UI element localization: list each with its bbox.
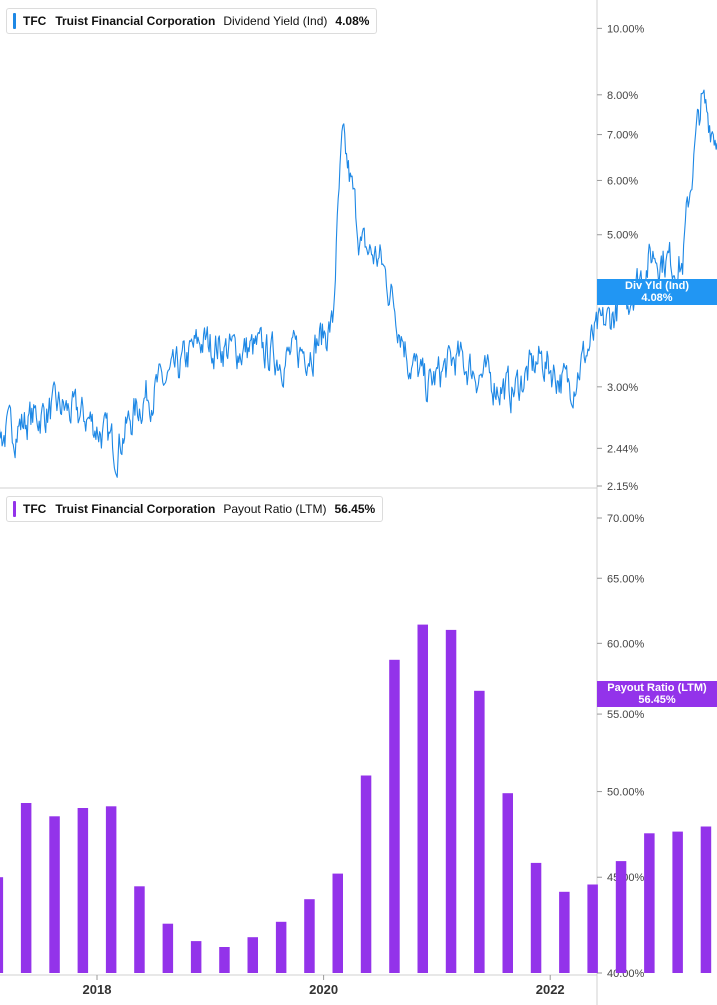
x-tick-label: 2018: [83, 982, 112, 997]
legend-metric: Dividend Yield (Ind): [223, 14, 328, 28]
y-tick-label: 50.00%: [607, 787, 645, 799]
y-tick-label: 55.00%: [607, 709, 645, 721]
bar-payout-ratio: [0, 877, 4, 973]
bottom-legend[interactable]: TFC Truist Financial Corporation Payout …: [6, 496, 384, 522]
legend-value: 56.45%: [334, 502, 376, 516]
legend-swatch-icon: [13, 501, 16, 517]
tag-label: Payout Ratio (LTM): [607, 682, 707, 694]
bar-payout-ratio: [559, 891, 570, 973]
bar-payout-ratio: [672, 831, 683, 973]
y-tick-label: 65.00%: [607, 573, 645, 585]
bar-payout-ratio: [389, 659, 400, 973]
bar-payout-ratio: [332, 873, 343, 973]
y-tick-label: 2.44%: [607, 443, 638, 455]
bar-payout-ratio: [474, 690, 485, 973]
y-tick-label: 10.00%: [607, 23, 645, 35]
y-tick-label: 6.00%: [607, 175, 638, 187]
legend-ticker: TFC: [23, 14, 47, 28]
current-value-tag-yield: Div Yld (Ind) 4.08%: [597, 279, 717, 305]
bar-payout-ratio: [417, 624, 428, 973]
bottom-panel-y-ticks: 70.00%65.00%60.00%55.00%50.00%45.00%40.0…: [597, 513, 645, 980]
bar-payout-ratio: [105, 806, 117, 973]
tag-value: 56.45%: [638, 694, 676, 706]
bar-payout-ratio: [615, 861, 627, 973]
series-line-dividend-yield: [0, 89, 717, 478]
current-value-tag-payout: Payout Ratio (LTM) 56.45%: [597, 681, 717, 707]
tag-value: 4.08%: [641, 292, 673, 304]
bar-payout-ratio: [587, 884, 598, 973]
y-tick-label: 2.15%: [607, 481, 638, 493]
legend-company: Truist Financial Corporation: [55, 502, 216, 516]
bar-payout-ratio: [162, 923, 174, 973]
y-tick-label: 3.00%: [607, 382, 638, 394]
bar-payout-ratio: [700, 826, 712, 973]
tag-label: Div Yld (Ind): [625, 280, 689, 292]
legend-swatch-icon: [13, 13, 16, 29]
top-panel-axis: [0, 0, 598, 1005]
y-tick-label: 7.00%: [607, 130, 638, 142]
legend-ticker: TFC: [23, 502, 47, 516]
bar-payout-ratio: [530, 862, 542, 973]
bar-payout-ratio: [644, 833, 655, 973]
bar-payout-ratio: [502, 793, 513, 973]
y-tick-label: 70.00%: [607, 513, 645, 525]
bar-payout-ratio: [49, 816, 60, 973]
x-tick-label: 2022: [536, 982, 565, 997]
y-tick-label: 5.00%: [607, 230, 638, 242]
top-panel-y-ticks: 10.00% 8.00% 7.00% 6.00% 5.00% 3.00% 2.44% 2.15…: [597, 23, 645, 493]
bar-payout-ratio: [360, 775, 372, 973]
bar-payout-ratio: [77, 808, 89, 973]
bar-payout-ratio: [445, 629, 457, 973]
x-axis: 20182020202220242026: [83, 975, 565, 997]
bottom-panel-plot: [0, 624, 712, 973]
bar-payout-ratio: [304, 899, 315, 973]
x-tick-label: 2020: [309, 982, 338, 997]
bar-payout-ratio: [247, 937, 258, 973]
bar-payout-ratio: [219, 947, 230, 973]
legend-value: 4.08%: [335, 14, 370, 28]
bar-payout-ratio: [20, 803, 32, 973]
top-panel-plot: [0, 89, 717, 478]
bar-payout-ratio: [275, 921, 287, 973]
top-legend[interactable]: TFC Truist Financial Corporation Dividen…: [6, 8, 378, 34]
y-tick-label: 8.00%: [607, 90, 638, 102]
legend-metric: Payout Ratio (LTM): [223, 502, 327, 516]
bar-payout-ratio: [190, 941, 202, 973]
bar-payout-ratio: [134, 886, 145, 973]
legend-company: Truist Financial Corporation: [55, 14, 216, 28]
y-tick-label: 60.00%: [607, 638, 645, 650]
